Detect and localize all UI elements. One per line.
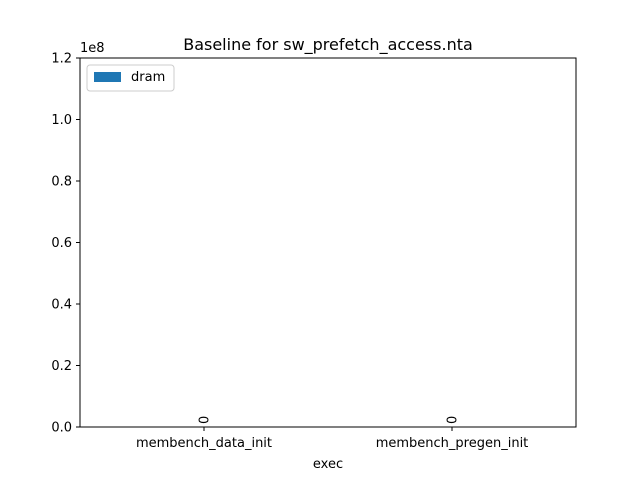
y-tick-label: 1.2: [51, 52, 72, 67]
x-tick-label: membench_data_init: [136, 436, 272, 451]
y-tick-label: 0.6: [51, 236, 72, 251]
legend-box: [86, 64, 175, 92]
y-tick-label: 0.4: [51, 298, 72, 313]
legend-label: dram: [131, 70, 165, 85]
y-tick-label: 0.0: [51, 421, 72, 436]
x-tick-label: membench_pregen_init: [376, 436, 529, 451]
data-label: 0: [198, 416, 213, 424]
chart-title: Baseline for sw_prefetch_access.nta: [183, 35, 473, 55]
y-tick-label: 0.8: [51, 175, 72, 190]
x-axis-ticks: membench_data_init membench_pregen_init: [136, 427, 528, 451]
y-axis-ticks: 0.0 0.2 0.4 0.6 0.8 1.0 1.2: [51, 52, 80, 436]
y-tick-label: 1.0: [51, 113, 72, 128]
legend: dram: [86, 64, 175, 92]
legend-swatch: [94, 72, 121, 82]
x-axis-label: exec: [313, 457, 343, 472]
data-label: 0: [446, 416, 461, 424]
y-tick-label: 0.2: [51, 359, 72, 374]
plot-area-frame: [79, 57, 577, 428]
y-axis-offset-label: 1e8: [80, 41, 105, 56]
